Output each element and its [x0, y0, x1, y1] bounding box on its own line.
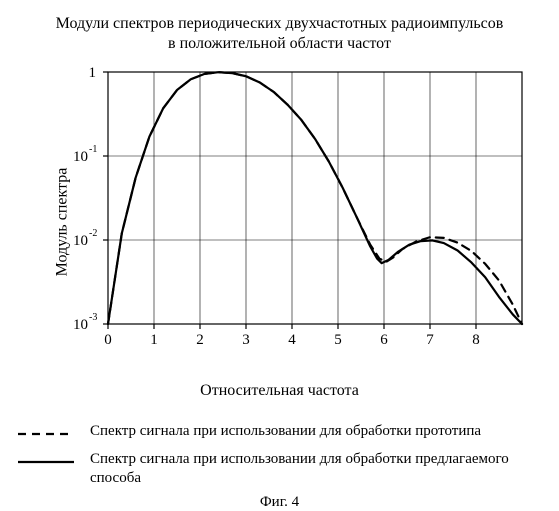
- x-axis-label: Относительная частота: [18, 382, 541, 400]
- svg-text:-2: -2: [89, 228, 97, 239]
- svg-text:10: 10: [73, 233, 88, 249]
- svg-text:5: 5: [334, 332, 342, 348]
- svg-text:3: 3: [242, 332, 250, 348]
- legend: Спектр сигнала при использовании для обр…: [18, 422, 541, 488]
- svg-text:1: 1: [89, 65, 97, 81]
- svg-text:4: 4: [288, 332, 296, 348]
- chart-title: Модули спектров периодических двухчастот…: [18, 14, 541, 54]
- svg-text:10: 10: [73, 149, 88, 165]
- legend-label: Спектр сигнала при использовании для обр…: [90, 422, 541, 441]
- chart-title-line1: Модули спектров периодических двухчастот…: [56, 15, 504, 32]
- svg-text:6: 6: [380, 332, 388, 348]
- plot-area: Модуль спектра 110-110-210-3012345678: [18, 62, 540, 352]
- svg-text:2: 2: [196, 332, 204, 348]
- svg-text:-3: -3: [89, 312, 97, 323]
- svg-text:0: 0: [104, 332, 112, 348]
- legend-sample-dashed: [18, 424, 74, 444]
- legend-row: Спектр сигнала при использовании для обр…: [18, 450, 541, 488]
- legend-sample-solid: [18, 452, 74, 472]
- svg-text:7: 7: [426, 332, 434, 348]
- figure-number: Фиг. 4: [18, 494, 541, 511]
- plot-svg: 110-110-210-3012345678: [18, 62, 540, 352]
- svg-text:-1: -1: [89, 144, 97, 155]
- chart-title-line2: в положительной области частот: [168, 35, 391, 52]
- svg-text:10: 10: [73, 317, 88, 333]
- svg-text:8: 8: [472, 332, 480, 348]
- y-axis-label: Модуль спектра: [53, 167, 71, 276]
- legend-row: Спектр сигнала при использовании для обр…: [18, 422, 541, 444]
- legend-label: Спектр сигнала при использовании для обр…: [90, 450, 541, 488]
- svg-text:1: 1: [150, 332, 158, 348]
